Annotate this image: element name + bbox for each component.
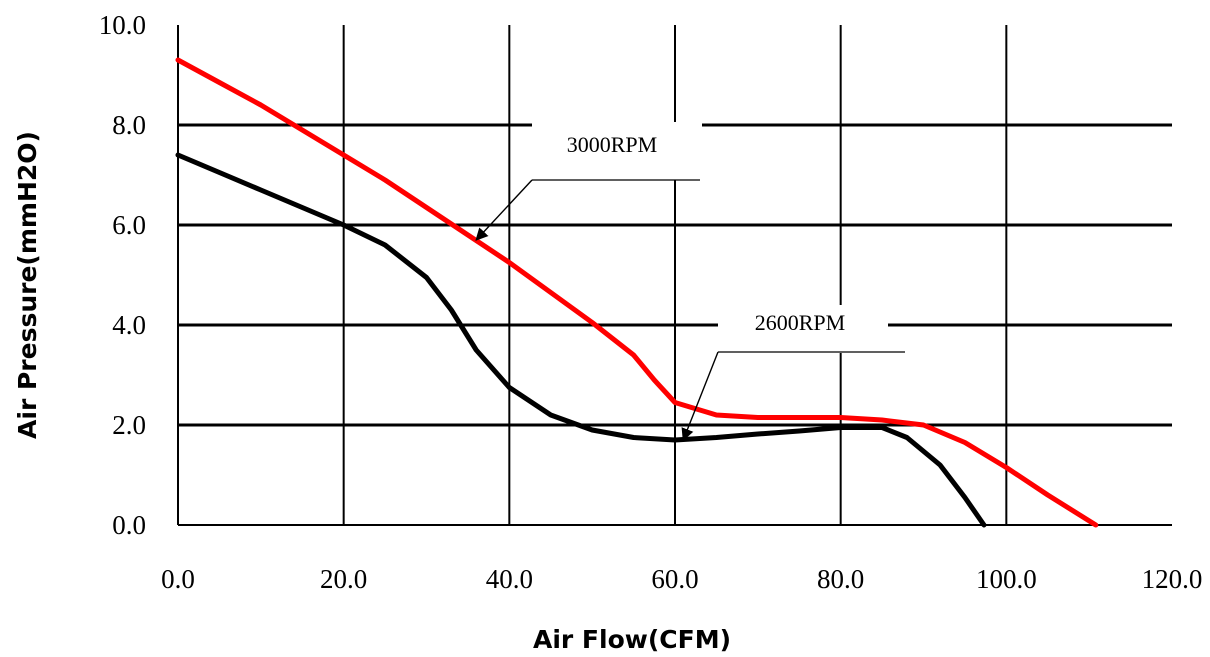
y-tick-label: 0.0 (112, 510, 146, 540)
series-line-3000rpm (175, 57, 1099, 528)
tick-labels: 0.0 20.0 40.0 60.0 80.0 100.0 120.0 0.0 2.0 4.0 6.… (99, 10, 1203, 594)
annotation-label: 2600RPM (755, 310, 845, 335)
annotations: 3000RPM 2600RPM (475, 122, 905, 442)
x-tick-label: 40.0 (486, 564, 533, 594)
annotation-label: 3000RPM (567, 132, 657, 157)
annotation-box (718, 305, 888, 353)
y-tick-label: 8.0 (112, 110, 146, 140)
y-tick-label: 2.0 (112, 410, 146, 440)
series-lines (175, 57, 1099, 528)
grid (177, 25, 1172, 526)
series-line-2600rpm (175, 152, 987, 528)
y-tick-label: 4.0 (112, 310, 146, 340)
x-axis-title: Air Flow(CFM) (533, 625, 731, 654)
y-tick-label: 6.0 (112, 210, 146, 240)
x-tick-label: 120.0 (1142, 564, 1203, 594)
annotation-arrow (475, 179, 533, 241)
annotation-arrow (681, 351, 719, 442)
y-tick-label: 10.0 (99, 10, 146, 40)
y-axis-title: Air Pressure(mmH2O) (13, 131, 42, 439)
x-tick-label: 60.0 (651, 564, 698, 594)
annotation-box (532, 122, 702, 180)
x-tick-label: 100.0 (976, 564, 1037, 594)
x-tick-label: 0.0 (161, 564, 195, 594)
x-tick-label: 80.0 (817, 564, 864, 594)
x-tick-label: 20.0 (320, 564, 367, 594)
